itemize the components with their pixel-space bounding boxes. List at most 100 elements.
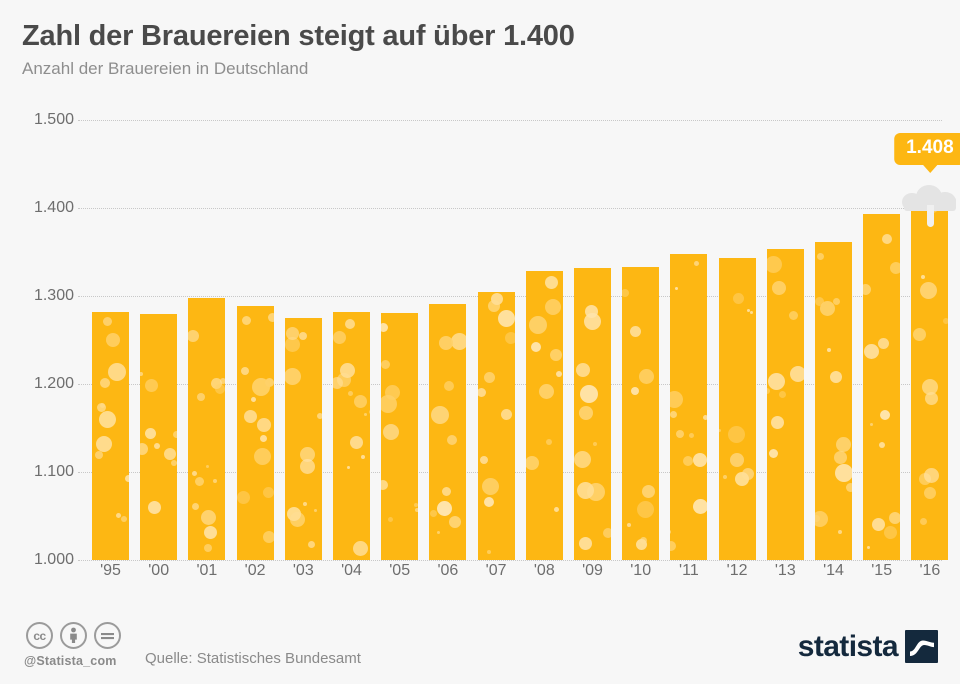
bar-column[interactable] (92, 311, 129, 560)
bar[interactable] (574, 267, 611, 560)
bar-column[interactable] (284, 318, 322, 560)
beer-bubble (243, 409, 257, 423)
bar[interactable] (188, 297, 226, 560)
bar-column[interactable]: 1.408 (894, 132, 960, 560)
bar[interactable] (92, 311, 129, 560)
beer-bubble (213, 478, 218, 483)
beer-bubble (354, 394, 367, 408)
beer-bubble (749, 311, 753, 315)
beer-bubble (878, 338, 890, 350)
beer-bubble (262, 486, 274, 498)
bar[interactable] (525, 271, 563, 560)
beer-bubble (778, 391, 786, 399)
x-axis-tick-label: '14 (823, 562, 844, 579)
bar-column[interactable] (333, 311, 370, 560)
bar[interactable] (477, 291, 515, 560)
bar-column[interactable] (525, 271, 563, 560)
bar[interactable] (815, 242, 852, 560)
bar[interactable] (718, 258, 756, 560)
beer-bubble (340, 362, 355, 378)
bar[interactable] (333, 311, 370, 560)
beer-bubble (580, 384, 598, 403)
bar[interactable] (766, 249, 804, 560)
cc-by-person-icon (60, 622, 87, 649)
bar[interactable] (284, 318, 322, 560)
bar-column[interactable] (815, 242, 852, 560)
bar-column[interactable] (429, 303, 467, 560)
chart-bars: 1.408 (0, 105, 960, 575)
beer-bubble (746, 309, 750, 313)
x-axis-tick-label: '03 (292, 562, 314, 579)
bar[interactable] (236, 305, 274, 560)
beer-bubble (830, 371, 842, 384)
beer-bubble (345, 318, 355, 329)
y-axis-tick-label: 1.200 (33, 375, 74, 392)
beer-bubble (789, 366, 804, 383)
beer-bubble (479, 455, 488, 464)
page-subtitle: Anzahl der Brauereien in Deutschland (22, 59, 309, 79)
beer-bubble (734, 472, 749, 487)
beer-bubble (285, 327, 299, 340)
beer-bubble (95, 450, 103, 459)
beer-bubble (863, 284, 872, 296)
bar[interactable] (911, 200, 949, 560)
beer-bubble (486, 549, 491, 554)
beer-bubble (544, 276, 558, 290)
beer-bubble (528, 316, 547, 335)
beer-bubble (430, 509, 438, 517)
beer-bubble (771, 281, 786, 296)
beer-bubble (388, 516, 394, 522)
chart-plot-area: 1.500 1.400 1.300 1.200 1.100 1.000 1.408 (0, 105, 960, 575)
beer-bubble (204, 543, 213, 552)
beer-bubble (593, 441, 597, 446)
bar-column[interactable] (381, 312, 419, 560)
beer-bubble (913, 327, 927, 341)
x-axis-tick-label: '08 (533, 562, 555, 579)
bar-column[interactable] (477, 291, 515, 560)
bar-column[interactable] (863, 214, 901, 560)
beer-bubble (220, 377, 226, 384)
beer-bubble (689, 432, 695, 438)
bar[interactable] (429, 303, 467, 560)
statista-logo[interactable]: statista (798, 630, 938, 663)
bar-column[interactable] (622, 266, 660, 560)
bar[interactable] (381, 312, 419, 560)
beer-bubble (815, 297, 824, 307)
beer-bubble (140, 442, 149, 455)
beer-bubble (675, 286, 679, 290)
beer-bubble (381, 479, 389, 490)
beer-bubble (920, 281, 938, 299)
gridline (78, 120, 942, 121)
beer-bubble (447, 434, 458, 445)
bar-column[interactable] (670, 253, 708, 560)
bar-column[interactable] (718, 258, 756, 560)
beer-bubble (431, 405, 450, 424)
source-note: Quelle: Statistisches Bundesamt (145, 650, 361, 667)
beer-bubble (545, 439, 552, 446)
beer-bubble (943, 317, 949, 324)
bar[interactable] (863, 214, 901, 560)
bar[interactable] (622, 266, 660, 560)
bar-column[interactable] (236, 305, 274, 560)
x-axis-tick-label: '15 (871, 562, 893, 579)
beer-bubble (164, 447, 177, 460)
beer-bubble (732, 293, 744, 305)
beer-bubble (766, 388, 770, 395)
x-axis-tick-label: '05 (389, 562, 411, 579)
beer-bubble (140, 371, 144, 376)
bar[interactable] (140, 313, 178, 560)
bar-column[interactable] (188, 297, 226, 560)
beer-bubble (815, 511, 828, 528)
bar-column[interactable] (766, 249, 804, 560)
bar-column[interactable] (574, 267, 611, 560)
value-callout: 1.408 (894, 132, 960, 173)
creative-commons-icons: cc (26, 622, 121, 649)
beer-bubble (145, 427, 157, 439)
x-axis-tick-label: '16 (919, 562, 941, 579)
beer-bubble (302, 502, 307, 506)
bar[interactable] (670, 253, 708, 560)
beer-bubble (307, 541, 315, 548)
bar-column[interactable] (140, 313, 178, 560)
beer-bubble (171, 459, 178, 466)
beer-bubble (637, 500, 655, 518)
